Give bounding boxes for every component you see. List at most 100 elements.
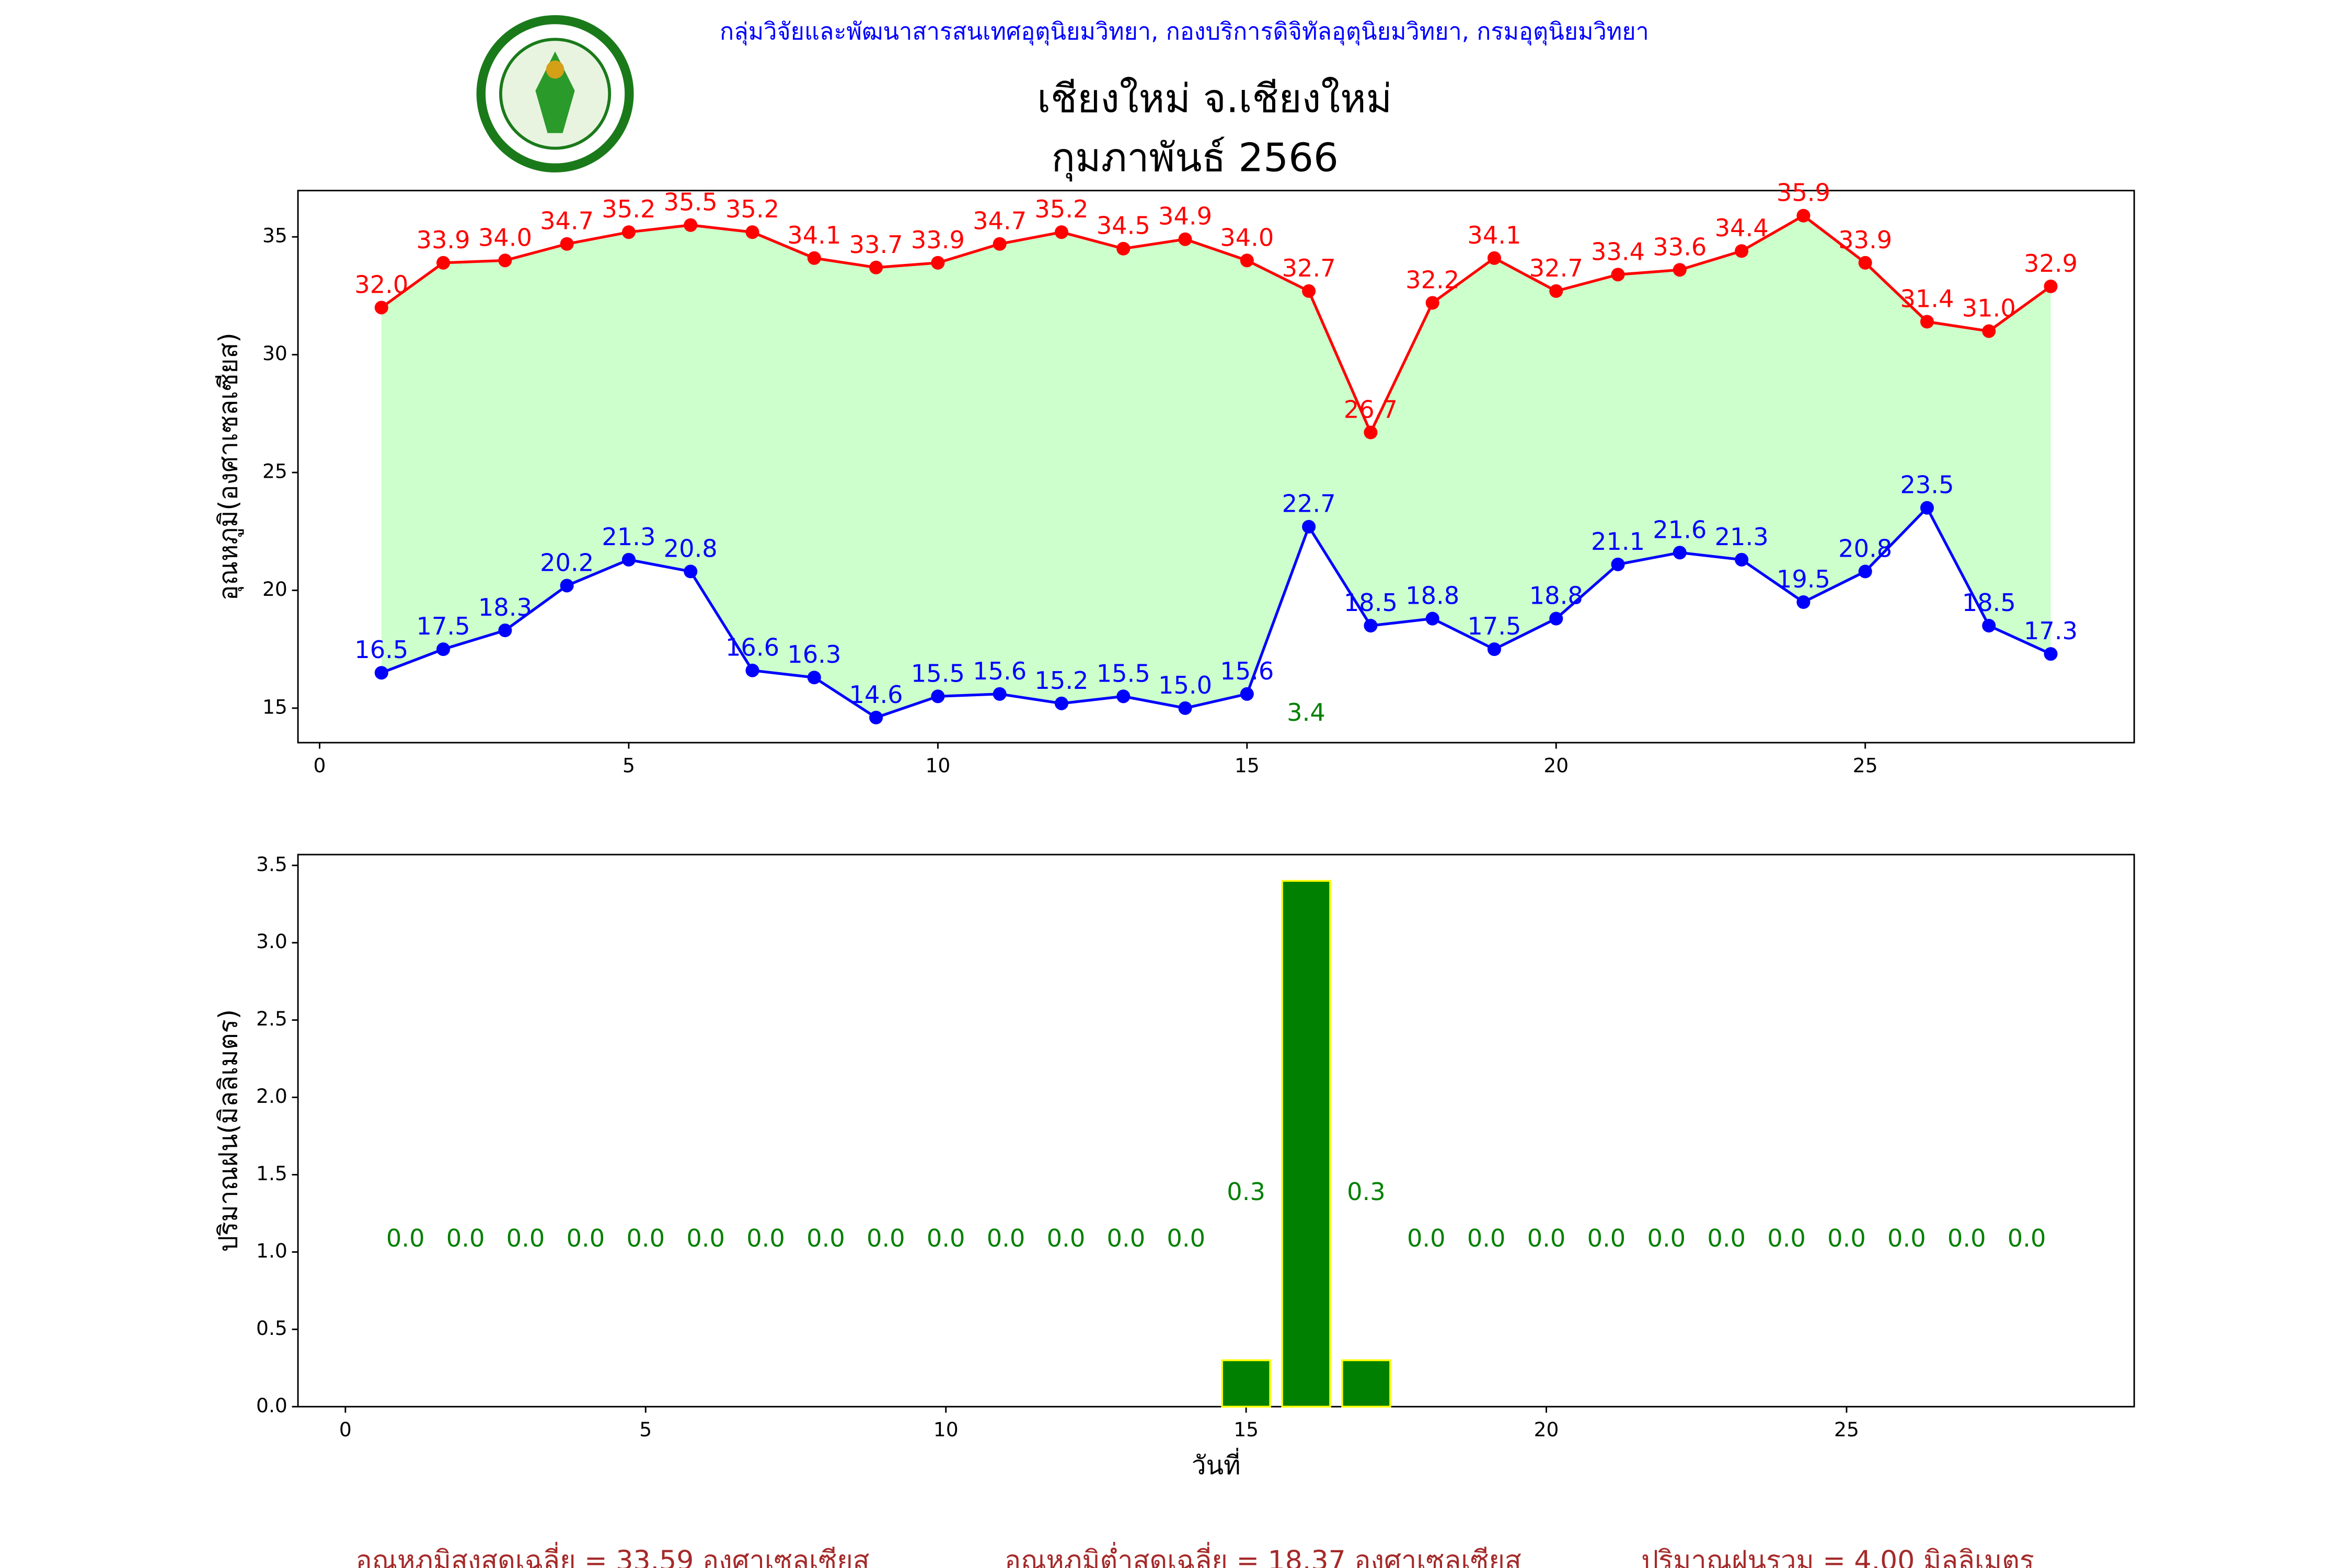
data-label: 0.0 [1707,1224,1746,1252]
x-tick-label: 25 [1834,1418,1859,1441]
data-label: 3.4 [1287,698,1325,727]
x-tick-label: 10 [925,754,950,777]
footer-text: ปริมาณฝนรวม = 4.00 มิลลิเมตร [1641,1545,2034,1568]
x-axis-label: วันที่ [1192,1448,1241,1481]
data-point [1054,225,1068,239]
data-point [1982,619,1996,633]
x-tick-label: 15 [1233,1418,1259,1441]
data-label: 19.5 [1777,565,1830,593]
y-tick-label: 20 [262,578,287,601]
data-point [684,564,698,579]
data-point [807,251,821,265]
data-label: 35.9 [1777,179,1830,207]
data-label: 0.0 [746,1224,785,1252]
data-label: 34.4 [1715,214,1769,242]
data-point [1302,520,1316,534]
x-tick-label: 5 [622,754,635,777]
y-tick-label: 25 [262,460,287,483]
data-point [1116,689,1131,704]
y-axis-label: อุณหภูมิ(องศาเซลเซียส) [213,332,244,601]
data-label: 21.3 [602,523,655,551]
data-label: 0.0 [927,1224,965,1252]
y-tick-label: 35 [262,224,287,247]
x-tick-label: 20 [1543,754,1569,777]
data-point [1240,253,1254,268]
footer-text: อุณหภูมิต่ำสุดเฉลี่ย = 18.37 องศาเซลเซีย… [1005,1541,1521,1568]
data-point [1178,701,1192,715]
data-point [560,579,574,593]
data-label: 17.5 [1467,612,1521,640]
y-tick-label: 2.0 [256,1085,287,1108]
data-point [2044,647,2058,661]
x-tick-label: 20 [1534,1418,1559,1441]
y-tick-label: 30 [262,342,287,365]
data-label: 18.5 [1344,589,1398,617]
data-label: 20.8 [664,534,718,562]
data-label: 32.9 [2024,249,2078,278]
x-tick-label: 5 [639,1418,652,1441]
data-label: 18.8 [1529,582,1583,610]
data-label: 22.7 [1282,490,1336,518]
data-point [931,256,945,270]
data-point [1549,284,1563,298]
y-tick-label: 3.5 [256,852,287,875]
x-tick-label: 0 [339,1418,352,1441]
data-label: 15.6 [1220,657,1274,685]
data-label: 34.9 [1158,202,1212,230]
data-point [684,218,698,232]
data-point [1425,612,1439,626]
data-point [1796,209,1811,223]
data-label: 33.9 [417,226,470,254]
data-label: 0.0 [1167,1224,1205,1252]
data-label: 18.5 [1962,589,2016,617]
data-label: 35.5 [664,188,718,216]
y-tick-label: 15 [262,695,287,718]
data-label: 32.0 [354,270,408,298]
x-tick-label: 15 [1235,754,1260,777]
data-label: 0.0 [446,1224,485,1252]
data-label: 16.6 [725,633,779,662]
data-point [621,225,636,239]
data-label: 34.7 [540,207,594,235]
data-point [1858,564,1872,579]
data-label: 34.5 [1097,212,1150,240]
data-point [1796,595,1811,609]
data-label: 32.7 [1529,254,1583,282]
series-line [381,214,2052,436]
data-label: 34.0 [478,223,532,251]
data-point [560,237,574,251]
x-tick-label: 25 [1853,754,1878,777]
data-point [1735,244,1749,258]
data-label: 17.5 [417,612,470,640]
data-point [1240,687,1254,701]
data-point [1364,425,1378,440]
data-label: 21.3 [1715,523,1769,551]
data-label: 0.0 [987,1224,1025,1252]
agency: กลุ่มวิจัยและพัฒนาสารสนเทศอุตุนิยมวิทยา,… [720,18,1649,46]
data-point [374,301,388,315]
bar [1221,1359,1271,1408]
y-tick-label: 1.5 [256,1162,287,1185]
data-label: 16.3 [787,640,841,668]
data-point [869,260,883,274]
data-label: 34.0 [1220,223,1274,251]
data-point [745,663,759,677]
data-label: 33.9 [911,226,965,254]
data-label: 0.0 [1887,1224,1926,1252]
data-label: 18.3 [478,593,532,621]
data-label: 0.0 [626,1224,665,1252]
data-label: 0.0 [567,1224,605,1252]
series-line [381,505,2051,719]
x-tick-label: 10 [933,1418,959,1441]
data-label: 15.0 [1158,671,1212,699]
data-label: 0.0 [1527,1224,1566,1252]
data-label: 18.8 [1405,582,1459,610]
data-label: 0.0 [1947,1224,1986,1252]
data-point [436,256,451,270]
bar [1341,1359,1391,1408]
data-label: 34.1 [1467,221,1521,249]
data-label: 0.0 [386,1224,425,1252]
y-tick-label: 1.0 [256,1239,287,1262]
data-label: 15.5 [1097,659,1150,687]
data-label: 34.1 [787,221,841,249]
